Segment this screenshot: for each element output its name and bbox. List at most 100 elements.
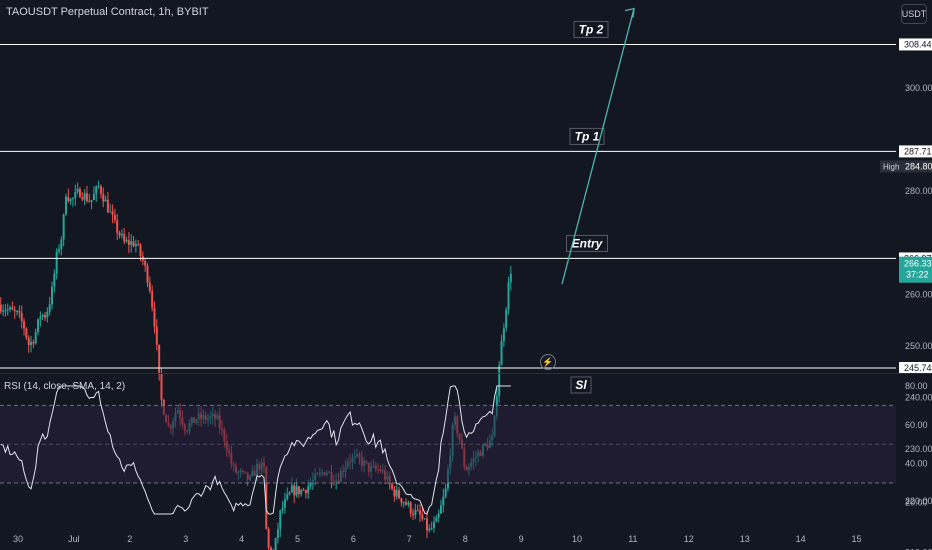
candle-body <box>432 521 435 528</box>
candle-body <box>106 199 109 213</box>
candle-body <box>139 244 142 257</box>
levels-group: Tp 2 Tp 1 Entry Sl <box>0 7 896 394</box>
time-axis[interactable]: 30 Jul 2 3 4 5 6 7 8 9 10 11 12 13 14 15 <box>13 534 862 544</box>
level-price-label: 245.74 <box>904 363 932 373</box>
high-price-label: 284.80 <box>905 161 932 171</box>
chart-title: TAOUSDT Perpetual Contract, 1h, BYBIT <box>6 6 209 18</box>
candle-body <box>281 507 284 511</box>
candle-body <box>269 547 272 550</box>
time-tick-label: 9 <box>519 534 524 544</box>
candle-body <box>502 328 505 342</box>
candle-body <box>444 488 447 497</box>
candle-body <box>71 198 74 200</box>
candle-body <box>90 199 93 202</box>
time-tick-label: 30 <box>13 534 23 544</box>
level-label-box <box>570 376 592 394</box>
candle-body <box>509 273 512 283</box>
candle-body <box>132 241 135 247</box>
level-label-tp1: Tp 1 <box>575 129 600 143</box>
level-label-box <box>573 20 609 38</box>
candle-body <box>500 341 503 366</box>
lightning-icon[interactable]: ⚡ <box>540 354 556 370</box>
candle-body <box>78 188 81 198</box>
candle-body <box>274 538 277 550</box>
candle-body <box>16 311 19 313</box>
candle-body <box>430 527 433 529</box>
candle-body <box>53 273 56 287</box>
candle-body <box>118 232 121 236</box>
candle-body <box>25 328 28 338</box>
candle-body <box>393 488 396 497</box>
candle-body <box>109 211 112 213</box>
candle-body <box>20 312 23 322</box>
candle-body <box>81 197 84 200</box>
candle-body <box>97 186 100 188</box>
rsi-axis[interactable]: 80.00 60.00 40.00 20.00 <box>905 381 928 507</box>
currency-button[interactable]: USDT <box>901 4 927 24</box>
candle-body <box>18 311 21 313</box>
candle-body <box>123 234 126 242</box>
candle-body <box>419 510 422 515</box>
candle-body <box>44 314 47 318</box>
candle-body <box>155 326 158 345</box>
time-tick-label: 11 <box>628 534 637 544</box>
candle-body <box>279 510 282 530</box>
level-price-badge <box>899 145 932 158</box>
level-label-tp2: Tp 2 <box>579 22 604 36</box>
level-label-box <box>566 234 608 252</box>
last-price-badge[interactable] <box>899 256 932 283</box>
price-axis[interactable]: 300.00 280.00 260.00 250.00 240.00 230.00 220.… <box>880 38 932 550</box>
time-tick-label: 5 <box>295 534 300 544</box>
candle-body <box>30 341 33 346</box>
candle-body <box>297 486 300 494</box>
time-tick-label: Jul <box>68 534 80 544</box>
candle-body <box>412 513 415 516</box>
candle-body <box>134 243 137 247</box>
level-price-badge <box>899 361 932 374</box>
candle-body <box>293 485 296 496</box>
candle-body <box>498 365 501 396</box>
time-tick-label: 12 <box>684 534 694 544</box>
rsi-tick-label: 20.00 <box>905 497 928 507</box>
candle-body <box>265 466 268 529</box>
candle-body <box>57 249 60 252</box>
projection-arrow <box>561 8 635 285</box>
candle-body <box>409 502 412 514</box>
candle-body <box>13 309 16 312</box>
candle-body <box>11 307 14 310</box>
candle-body <box>160 374 163 400</box>
candle-body <box>9 307 12 310</box>
candle-body <box>51 286 54 305</box>
candle-body <box>39 316 42 319</box>
time-tick-label: 8 <box>463 534 468 544</box>
candle-body <box>507 282 510 310</box>
candle-body <box>120 234 123 236</box>
candle-body <box>307 486 310 494</box>
candle-body <box>416 510 419 512</box>
level-label-sl: Sl <box>575 378 587 392</box>
candle-body <box>286 494 289 500</box>
candle-body <box>62 214 65 240</box>
level-label-box <box>569 127 605 145</box>
price-tick-label: 240.00 <box>905 393 932 403</box>
candle-body <box>288 492 291 495</box>
candle-body <box>437 513 440 518</box>
level-price-label: 308.44 <box>904 39 932 49</box>
time-tick-label: 10 <box>572 534 582 544</box>
candle-body <box>113 214 116 220</box>
time-tick-label: 7 <box>407 534 412 544</box>
candle-body <box>116 219 119 233</box>
price-tick-label: 210.00 <box>905 547 932 550</box>
candle-body <box>146 265 149 283</box>
candle-body <box>137 243 140 245</box>
level-price-label: 287.71 <box>904 146 932 156</box>
candle-body <box>37 318 40 333</box>
candle-body <box>4 310 7 312</box>
candle-body <box>435 517 438 522</box>
candle-body <box>400 498 403 503</box>
candle-body <box>74 191 77 199</box>
projection-arrowhead <box>624 7 635 18</box>
candle-body <box>23 321 26 329</box>
candle-body <box>391 484 394 489</box>
